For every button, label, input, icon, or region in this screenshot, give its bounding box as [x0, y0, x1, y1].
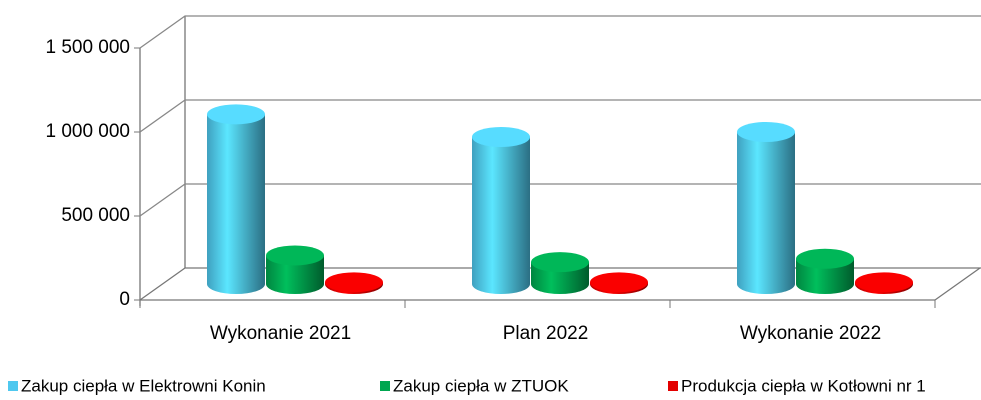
- cylinder: [796, 248, 854, 294]
- x-tick-label: Wykonanie 2021: [210, 323, 351, 344]
- x-tick-label: Plan 2022: [503, 323, 589, 344]
- legend-label: Zakup ciepła w ZTUOK: [393, 376, 569, 395]
- grid-line: [139, 99, 981, 133]
- cylinder: [207, 104, 265, 294]
- legend-swatch: [380, 381, 390, 391]
- legend-swatch: [8, 381, 18, 391]
- grid-line: [139, 15, 981, 49]
- cylinder: [472, 127, 530, 294]
- grid-line: [139, 183, 981, 217]
- legend-label: Zakup ciepła w Elektrowni Konin: [21, 376, 266, 395]
- legend-swatch: [668, 381, 678, 391]
- cylinder: [737, 121, 795, 294]
- cylinder: [531, 252, 589, 294]
- y-tick-label: 1 500 000: [45, 37, 130, 58]
- cylinder: [855, 272, 913, 294]
- legend-label: Produkcja ciepła w Kotłowni nr 1: [681, 376, 926, 395]
- cylinder: [325, 272, 383, 294]
- y-tick-label: 500 000: [61, 205, 130, 226]
- cylinder: [266, 245, 324, 294]
- y-tick-label: 0: [119, 289, 130, 310]
- y-tick-label: 1 000 000: [45, 121, 130, 142]
- cylinder: [590, 272, 648, 294]
- x-tick-label: Wykonanie 2022: [740, 323, 881, 344]
